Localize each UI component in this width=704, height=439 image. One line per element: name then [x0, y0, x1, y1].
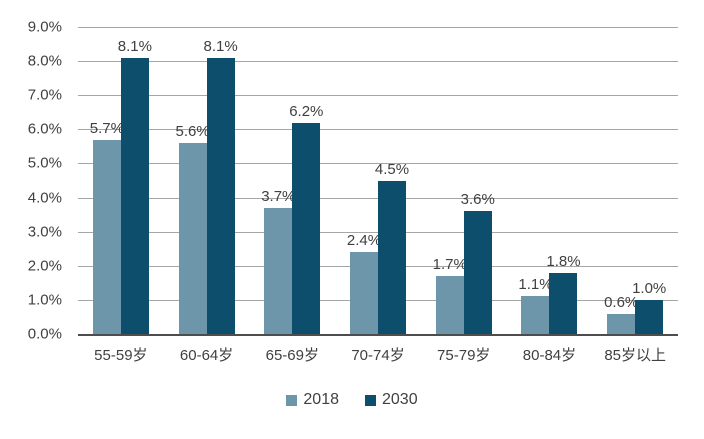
bar-value-label: 3.7% — [261, 187, 296, 205]
y-axis-tick-label: 8.0% — [27, 52, 62, 70]
bar-wrap: 8.1% — [117, 27, 152, 334]
bar-wrap: 6.2% — [289, 27, 324, 334]
x-axis-category-label: 75-79岁 — [437, 347, 491, 364]
bar-group: 3.7% 6.2% — [249, 27, 335, 334]
y-axis-tick-label: 6.0% — [27, 120, 62, 138]
bar-value-label: 8.1% — [117, 37, 152, 55]
bar-pair: 1.7% 3.6% — [421, 27, 507, 334]
bar-pair: 0.6% 1.0% — [592, 27, 678, 334]
bar-value-label: 1.7% — [432, 256, 467, 274]
bar-wrap: 1.0% — [632, 27, 667, 334]
y-axis-labels: 0.0% 1.0% 2.0% 3.0% 4.0% 5.0% 6.0% 7.0% 8.0% 9.0% — [0, 19, 62, 343]
bar-wrap: 1.1% — [518, 27, 553, 334]
legend-label: 2030 — [382, 391, 418, 408]
bar-groups: 5.7% 8.1% 5.6% 8.1% 3.7% 6.2% 2.4% 4.5% 1.7% 3.6%… — [78, 27, 678, 334]
bar-pair: 5.7% 8.1% — [78, 27, 164, 334]
y-axis-tick-label: 1.0% — [27, 291, 62, 309]
bar-wrap: 1.8% — [546, 27, 581, 334]
y-axis-tick-label: 5.0% — [27, 154, 62, 172]
bar-2030 — [292, 122, 321, 334]
bar-2018 — [607, 313, 636, 334]
bar-value-label: 4.5% — [374, 160, 410, 178]
bar-group: 5.6% 8.1% — [164, 27, 250, 334]
gridline — [78, 95, 678, 97]
y-axis-tick-label: 9.0% — [27, 18, 62, 36]
bar-2018 — [350, 252, 379, 334]
bar-pair: 3.7% 6.2% — [249, 27, 335, 334]
bar-2018 — [92, 139, 121, 334]
y-axis-tick-label: 7.0% — [27, 86, 62, 104]
bar-group: 1.1% 1.8% — [507, 27, 593, 334]
x-axis-category-label: 60-64岁 — [179, 347, 234, 364]
x-axis-category-label: 80-84岁 — [522, 347, 577, 364]
bar-group: 2.4% 4.5% — [335, 27, 421, 334]
bar-group: 1.7% 3.6% — [421, 27, 507, 334]
bar-value-label: 2.4% — [346, 232, 382, 250]
x-axis-labels: 55-59岁 60-64岁 65-69岁 70-74岁 75-79岁 80-84岁 85岁以… — [78, 344, 678, 365]
bar-pair: 5.6% 8.1% — [164, 27, 250, 334]
bar-wrap: 0.6% — [604, 27, 639, 334]
legend-swatch-2030 — [365, 394, 376, 406]
legend-label: 2018 — [303, 391, 339, 408]
bar-value-label: 3.6% — [460, 191, 495, 209]
x-axis-category-label: 85岁以上 — [604, 347, 667, 364]
bar-value-label: 8.1% — [203, 37, 238, 55]
gridline — [78, 129, 678, 131]
bar-wrap: 8.1% — [203, 27, 238, 334]
bar-2030 — [549, 272, 578, 334]
gridline — [78, 61, 678, 63]
bar-pair: 2.4% 4.5% — [335, 27, 421, 334]
bar-2030 — [635, 299, 664, 334]
gridline — [78, 231, 678, 233]
x-axis-category-label: 55-59岁 — [94, 347, 148, 364]
x-axis-category-label: 65-69岁 — [265, 347, 319, 364]
bar-2030 — [378, 180, 407, 334]
bar-wrap: 1.7% — [432, 27, 467, 334]
bar-value-label: 1.0% — [632, 279, 667, 297]
plot-area: 5.7% 8.1% 5.6% 8.1% 3.7% 6.2% 2.4% 4.5% 1.7% 3.6%… — [78, 27, 678, 336]
bar-group: 0.6% 1.0% — [592, 27, 678, 334]
legend-item-2018: 2018 — [286, 391, 339, 409]
y-axis-tick-label: 2.0% — [27, 257, 62, 275]
bar-value-label: 6.2% — [289, 102, 324, 120]
bar-value-label: 5.6% — [175, 122, 210, 140]
bar-wrap: 5.7% — [89, 27, 124, 334]
legend-item-2030: 2030 — [365, 391, 418, 409]
gridline — [78, 27, 678, 28]
y-axis-tick-label: 0.0% — [27, 325, 62, 343]
bar-2018 — [264, 207, 293, 334]
bar-2030 — [463, 211, 492, 334]
bar-2018 — [178, 142, 207, 334]
bar-2030 — [206, 57, 235, 334]
bar-2018 — [435, 276, 464, 334]
bar-value-label: 1.8% — [546, 252, 581, 270]
bar-value-label: 1.1% — [518, 276, 553, 294]
bar-wrap: 3.7% — [261, 27, 296, 334]
bar-2030 — [120, 57, 149, 334]
legend: 2018 2030 — [0, 391, 704, 409]
gridline — [78, 197, 678, 199]
gridline — [78, 163, 678, 165]
legend-swatch-2018 — [286, 394, 298, 406]
bar-pair: 1.1% 1.8% — [507, 27, 593, 334]
x-axis-category-label: 70-74岁 — [351, 347, 405, 364]
bar-wrap: 4.5% — [374, 27, 410, 334]
bar-wrap: 3.6% — [460, 27, 495, 334]
bar-wrap: 2.4% — [346, 27, 382, 334]
bar-value-label: 0.6% — [604, 293, 639, 311]
y-axis-tick-label: 4.0% — [27, 189, 62, 207]
y-axis-tick-label: 3.0% — [27, 223, 62, 241]
bar-wrap: 5.6% — [175, 27, 210, 334]
bar-value-label: 5.7% — [89, 119, 124, 137]
bar-2018 — [521, 296, 550, 334]
bar-group: 5.7% 8.1% — [78, 27, 164, 334]
